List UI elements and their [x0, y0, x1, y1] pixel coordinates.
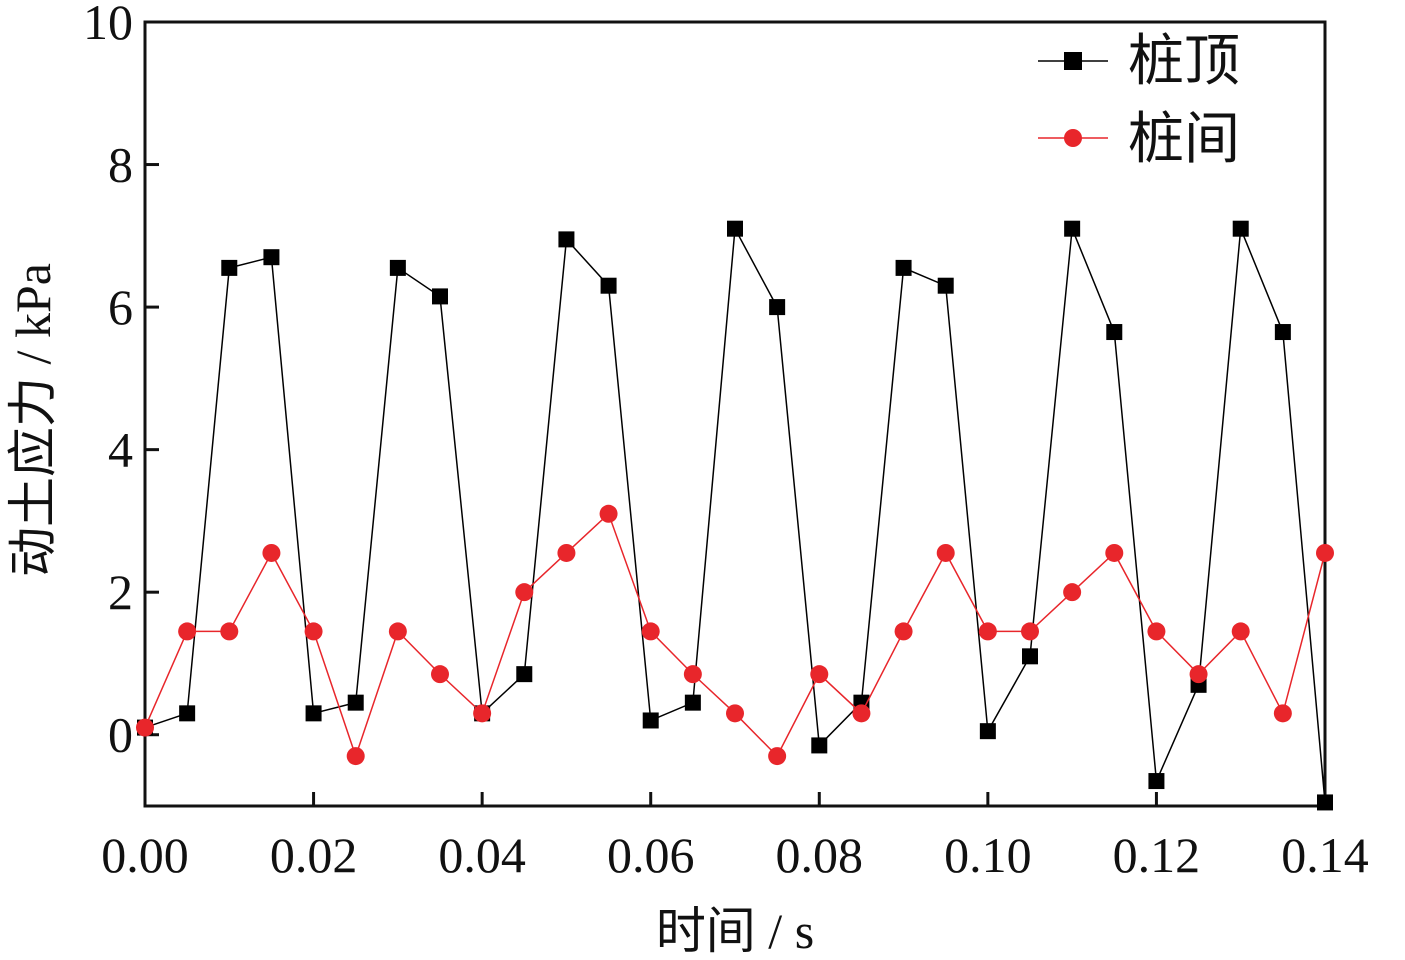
y-tick-label: 0 [108, 707, 133, 763]
data-point-series-2 [1231, 622, 1250, 641]
data-point-series-2 [1147, 622, 1166, 641]
x-tick-label: 0.04 [438, 827, 526, 883]
data-point-series-2 [515, 583, 534, 602]
data-point-series-1 [979, 723, 996, 740]
data-point-series-2 [1063, 583, 1082, 602]
data-point-series-2 [683, 665, 702, 684]
data-point-series-1 [432, 288, 448, 305]
data-point-series-1 [389, 259, 406, 276]
plot-frame [143, 20, 1327, 808]
data-point-series-1 [769, 299, 786, 316]
legend-marker-series-2 [1064, 129, 1082, 147]
x-tick-label: 0.00 [101, 827, 189, 883]
data-point-series-2 [1021, 622, 1039, 641]
data-point-series-2 [304, 622, 323, 641]
y-tick-label: 6 [108, 279, 133, 335]
x-axis-ticks: 0.00 0.02 0.04 0.06 0.08 0.10 0.12 0.14 [101, 792, 1369, 883]
data-point-series-2 [641, 622, 660, 641]
data-point-series-2 [431, 665, 449, 684]
y-tick-label: 10 [83, 0, 133, 50]
data-point-series-2 [810, 665, 829, 684]
data-point-series-1 [727, 220, 743, 237]
y-axis-title: 动土应力 / kPa [5, 263, 61, 577]
data-point-series-2 [936, 543, 955, 562]
data-point-series-1 [179, 705, 196, 722]
data-point-series-2 [1273, 704, 1292, 723]
x-tick-label: 0.10 [944, 827, 1032, 883]
data-point-series-2 [1316, 543, 1334, 562]
data-point-series-1 [516, 666, 533, 683]
data-point-series-1 [684, 694, 701, 711]
data-point-series-2 [599, 504, 618, 523]
data-point-series-1 [1022, 648, 1038, 665]
data-point-series-1 [221, 259, 238, 276]
data-point-series-2 [473, 704, 492, 723]
data-point-series-1 [811, 737, 828, 754]
y-tick-label: 2 [108, 564, 133, 620]
data-point-series-1 [600, 277, 617, 294]
x-tick-label: 0.06 [607, 827, 695, 883]
data-point-series-1 [305, 705, 322, 722]
legend: 桩顶 桩间 [1038, 31, 1240, 171]
data-point-series-1 [347, 694, 364, 711]
x-tick-label: 0.02 [270, 827, 358, 883]
data-point-series-1 [1317, 794, 1333, 811]
data-point-series-2 [557, 543, 576, 562]
data-point-series-1 [1148, 773, 1165, 790]
x-tick-label: 0.08 [776, 827, 864, 883]
y-tick-label: 4 [108, 422, 133, 478]
data-point-series-2 [136, 718, 154, 737]
data-point-series-2 [178, 622, 197, 641]
data-point-series-1 [1274, 324, 1291, 341]
legend-marker-series-1 [1064, 52, 1082, 70]
data-point-series-2 [220, 622, 239, 641]
x-axis-title: 时间 / s [656, 903, 814, 959]
x-tick-label: 0.14 [1281, 827, 1369, 883]
data-point-series-1 [642, 712, 659, 729]
data-point-series-2 [978, 622, 997, 641]
data-point-series-2 [1105, 543, 1124, 562]
y-tick-label: 8 [108, 137, 133, 193]
data-point-series-1 [1106, 324, 1123, 341]
data-point-series-2 [1189, 665, 1208, 684]
data-point-series-2 [726, 704, 744, 723]
data-point-series-1 [1232, 220, 1249, 237]
data-point-series-2 [852, 704, 871, 723]
data-point-series-2 [388, 622, 407, 641]
data-point-series-2 [894, 622, 913, 641]
data-point-series-1 [937, 277, 954, 294]
series-layer [136, 220, 1334, 811]
y-axis-ticks: 0 2 4 6 8 10 [83, 0, 159, 763]
data-point-series-2 [768, 747, 787, 766]
data-point-series-1 [558, 231, 575, 248]
data-point-series-2 [262, 543, 281, 562]
x-tick-label: 0.12 [1113, 827, 1201, 883]
data-point-series-2 [346, 747, 365, 766]
data-point-series-1 [263, 249, 280, 266]
legend-label-series-2: 桩间 [1128, 109, 1240, 171]
data-point-series-1 [1064, 220, 1081, 237]
legend-label-series-1: 桩顶 [1128, 31, 1240, 93]
data-point-series-1 [895, 259, 912, 276]
